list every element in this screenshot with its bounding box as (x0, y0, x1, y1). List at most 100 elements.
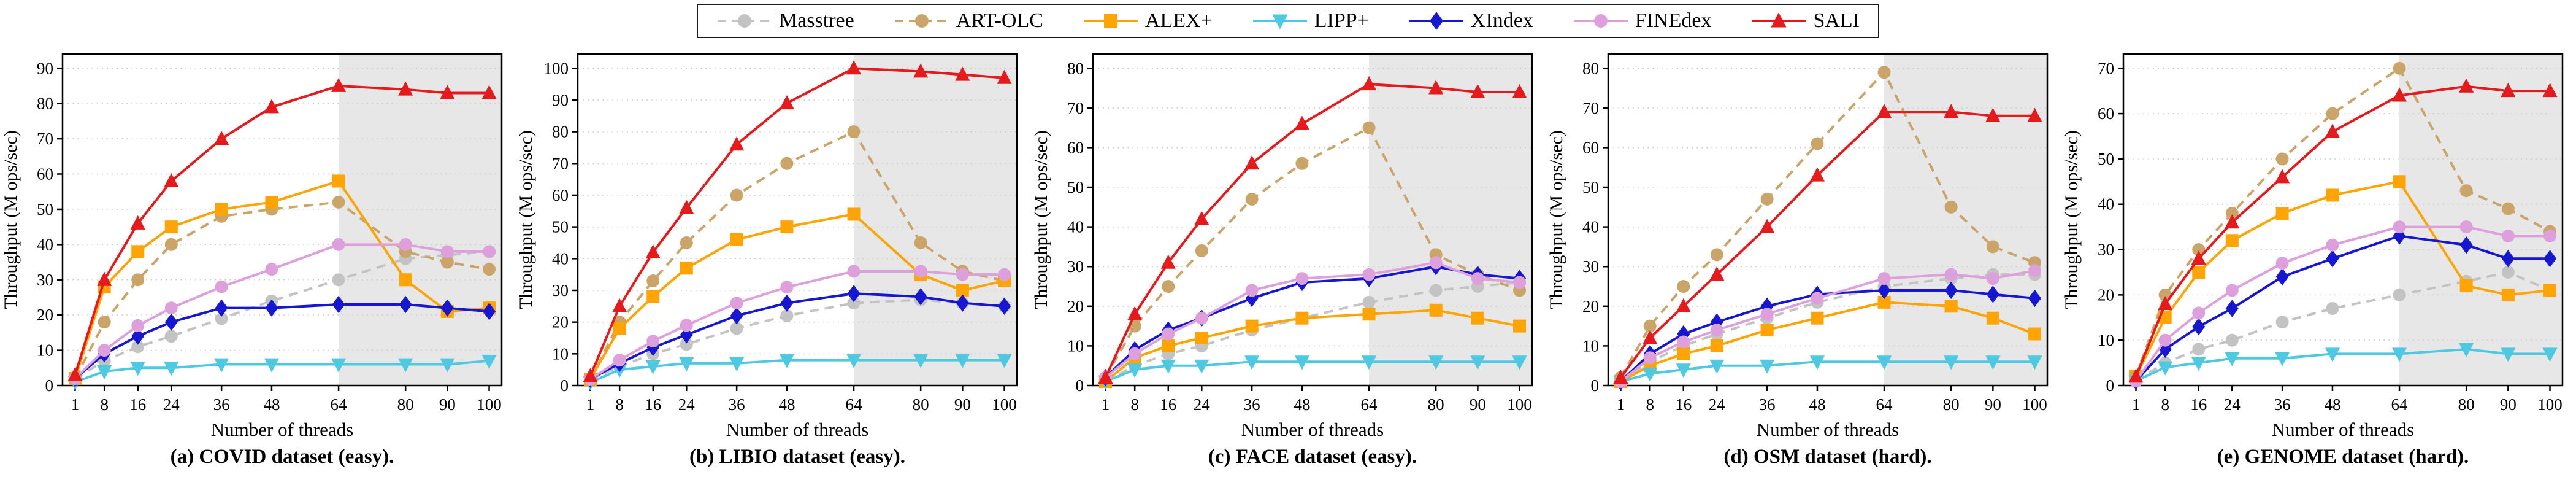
triangle-down-marker (2459, 343, 2474, 358)
triangle-down-marker (1760, 359, 1775, 374)
legend-item-masstree: Masstree (716, 9, 854, 33)
x-tick-label: 90 (439, 395, 456, 414)
triangle-up-marker (2191, 250, 2206, 265)
circle-marker (847, 297, 861, 310)
triangle-down-marker (130, 362, 145, 376)
y-tick-label: 50 (552, 218, 569, 236)
triangle-up-marker (846, 60, 862, 75)
triangle-down-marker (997, 354, 1012, 368)
circle-marker (2275, 257, 2289, 270)
x-tick-label: 36 (1759, 395, 1776, 414)
diamond-marker (399, 295, 412, 314)
triangle-up-marker (1244, 155, 1260, 170)
triangle-up-marker (913, 63, 929, 78)
y-axis-label: Throughput (M ops/sec) (516, 130, 536, 309)
x-tick-label: 36 (2274, 395, 2291, 414)
triangle-up-marker (1643, 330, 1658, 344)
triangle-up-marker (1428, 80, 1444, 95)
triangle-up-marker (1771, 12, 1787, 28)
y-tick-label: 60 (2098, 104, 2114, 123)
series-lipp- (583, 354, 1012, 390)
circle-marker (2501, 229, 2515, 242)
circle-marker (2393, 288, 2406, 301)
circle-marker (680, 338, 693, 351)
diamond-marker (780, 294, 794, 312)
y-tick-label: 0 (45, 376, 54, 395)
legend-label: XIndex (1470, 9, 1533, 32)
x-tick-label: 90 (1470, 395, 1486, 414)
triangle-down-marker (1876, 355, 1892, 370)
x-tick-label: 100 (2022, 395, 2047, 414)
triangle-down-marker (1428, 355, 1444, 370)
triangle-down-marker (398, 358, 413, 373)
circle-marker (215, 280, 228, 293)
x-tick-label: 48 (778, 395, 795, 414)
circle-marker (1245, 192, 1259, 206)
circle-marker (1362, 268, 1376, 281)
x-tick-label: 100 (2537, 395, 2563, 414)
legend-label: ART-OLC (956, 9, 1043, 32)
x-tick-label: 36 (729, 395, 745, 414)
circle-marker (2501, 202, 2515, 215)
y-tick-label: 60 (552, 186, 569, 204)
chart-caption: (b) LIBIO dataset (easy). (689, 446, 905, 468)
legend-label: ALEX+ (1144, 9, 1213, 32)
triangle-up-marker (1876, 104, 1892, 118)
legend-item-finedex: FINEdex (1573, 9, 1711, 33)
triangle-up-marker (1760, 219, 1775, 233)
triangle-up-marker (2459, 78, 2474, 93)
circle-marker (1195, 244, 1208, 257)
square-marker (332, 174, 345, 188)
triangle-down-marker (846, 354, 862, 368)
x-tick-label: 1 (2132, 395, 2141, 414)
triangle-up-marker (1944, 104, 1959, 118)
x-tick-label: 80 (913, 395, 929, 414)
circle-marker (1295, 157, 1309, 170)
circle-marker (780, 157, 794, 170)
circle-marker (914, 236, 927, 249)
series-sali (1613, 104, 2042, 384)
y-tick-label: 70 (1067, 99, 1084, 117)
x-tick-label: 24 (1709, 395, 1726, 414)
square-marker (1677, 347, 1690, 360)
chart-legend: Masstree ART-OLC ALEX+ LIPP+ XIndex FINEdex SA… (696, 4, 1880, 38)
circle-marker (1429, 284, 1443, 297)
square-marker (1245, 319, 1259, 333)
triangle-down-marker (1244, 355, 1260, 370)
y-tick-label: 10 (552, 344, 569, 363)
legend-label: Masstree (778, 9, 854, 32)
diamond-marker (2192, 317, 2206, 336)
circle-marker (1593, 14, 1608, 28)
x-tick-label: 1 (1617, 395, 1625, 414)
diamond-marker (730, 307, 743, 325)
shaded-region (1369, 54, 1532, 386)
circle-marker (737, 14, 751, 28)
y-tick-label: 0 (1076, 376, 1084, 395)
triangle-down-marker (645, 360, 661, 375)
x-axis-label: Number of threads (1241, 419, 1384, 440)
x-tick-label: 48 (263, 395, 280, 414)
triangle-up-marker (1809, 167, 1825, 182)
triangle-down-marker (679, 357, 694, 371)
x-tick-label: 100 (992, 395, 1017, 414)
legend-item-art-olc: ART-OLC (894, 9, 1043, 33)
square-marker (1811, 311, 1824, 325)
legend-item-alex-: ALEX+ (1083, 9, 1213, 33)
series-sali (67, 77, 497, 381)
x-tick-label: 1 (1102, 395, 1110, 414)
circle-marker (998, 268, 1011, 281)
legend-sample-triangle-down-icon (1252, 14, 1307, 29)
circle-marker (2225, 284, 2239, 297)
legend-label: LIPP+ (1314, 9, 1369, 32)
x-tick-label: 64 (331, 395, 348, 414)
y-tick-label: 60 (1067, 138, 1084, 157)
x-tick-label: 80 (2458, 395, 2475, 414)
x-tick-label: 90 (2500, 395, 2517, 414)
circle-marker (646, 335, 660, 348)
triangle-down-marker (440, 358, 455, 373)
triangle-down-marker (2225, 352, 2240, 366)
triangle-down-marker (913, 354, 929, 368)
square-marker (1471, 311, 1484, 325)
triangle-up-marker (1470, 83, 1485, 98)
